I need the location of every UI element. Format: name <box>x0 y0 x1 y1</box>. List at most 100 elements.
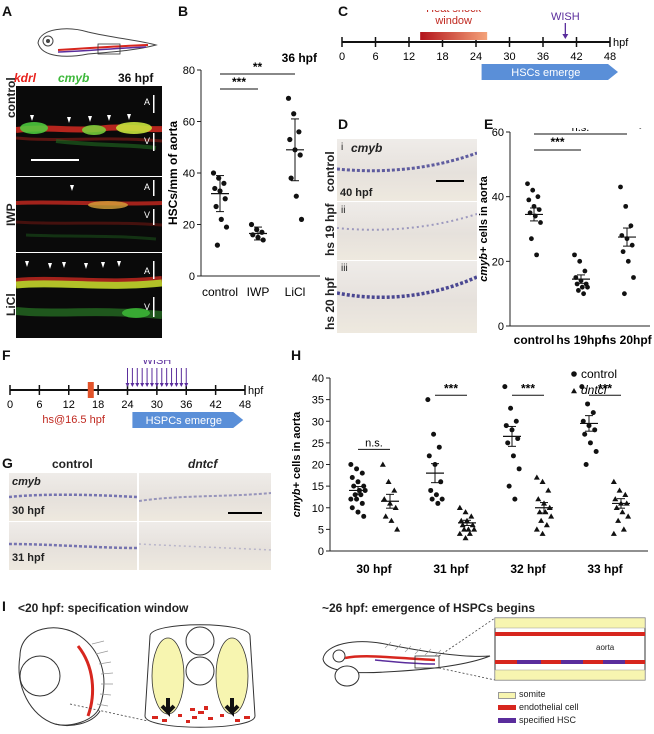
legend-label-dntcf: dntcf <box>581 383 609 397</box>
significance-label: *** <box>232 75 246 89</box>
data-point-control <box>425 397 431 403</box>
scale-bar <box>31 159 79 161</box>
data-point <box>538 220 543 225</box>
data-point <box>530 187 536 193</box>
arrowhead-icon <box>117 261 121 267</box>
timeline-tick-label: 0 <box>339 51 345 63</box>
significance-label: *** <box>444 381 458 395</box>
data-point-dntcf <box>622 491 629 497</box>
vein-marker-v-3: V <box>144 302 151 312</box>
y-tick-label: 10 <box>312 503 324 515</box>
data-point-dntcf <box>619 509 626 515</box>
heat-shock-label-line2: window <box>434 15 472 27</box>
panel-h-label: H <box>291 347 302 363</box>
timeline-f: 0 6 12 18 24 30 36 42 48 hpf hs@16.5 hpf WISH HSPCs … <box>7 360 264 428</box>
data-point-control <box>513 418 519 424</box>
timeline-tick-label: 42 <box>210 399 222 411</box>
aorta-label: aorta <box>596 643 615 652</box>
data-point-control <box>349 505 355 511</box>
legend-swatch-somite <box>498 692 516 699</box>
wish-image-hs19 <box>336 201 478 261</box>
wish-arrowhead-icon <box>145 383 150 387</box>
panel-i-left-title: <20 hpf: specification window <box>18 601 189 615</box>
y-tick-label: 60 <box>183 117 195 129</box>
data-point-dntcf <box>545 487 552 493</box>
timeline-tick-label: 12 <box>403 51 415 63</box>
y-tick-label: 15 <box>312 481 324 493</box>
data-point-control <box>592 427 598 433</box>
data-point <box>534 252 539 258</box>
data-point <box>216 175 222 181</box>
data-point-control <box>587 440 593 446</box>
data-point-control <box>429 496 435 502</box>
data-point <box>622 291 627 297</box>
data-point <box>297 152 303 158</box>
legend-label-somite: somite <box>519 689 546 699</box>
data-point <box>572 252 577 258</box>
panel-i-right-title: ~26 hpf: emergence of HSPCs begins <box>322 601 536 615</box>
data-point-control <box>502 384 508 390</box>
data-point-control <box>433 492 439 498</box>
y-axis-label: cmyb+ cells in aorta <box>291 411 303 517</box>
y-tick-label: 0 <box>318 546 324 558</box>
panel-a-overlays <box>25 95 155 317</box>
data-point <box>221 180 227 186</box>
data-point <box>618 184 623 190</box>
hspc-emerge-label: HSPCs emerge <box>146 415 222 427</box>
y-tick-label: 80 <box>183 65 195 77</box>
data-point-dntcf <box>462 535 469 541</box>
panel-g-scale-bar <box>228 512 262 514</box>
data-point-dntcf <box>533 526 540 532</box>
data-point-control <box>426 453 432 459</box>
timeline-tick-label: 48 <box>239 399 251 411</box>
heat-shock-marker <box>87 382 94 398</box>
data-point-dntcf <box>535 496 542 502</box>
y-tick-label: 30 <box>312 416 324 428</box>
y-tick-label: 35 <box>312 395 324 407</box>
panel-d-hs20-label: hs 20 hpf <box>323 277 337 330</box>
timeline-tick-label: 36 <box>180 399 192 411</box>
timeline-tick-label: 48 <box>604 51 616 63</box>
arrowhead-icon <box>107 115 111 121</box>
data-point <box>214 242 220 248</box>
arrowhead-icon <box>25 261 29 267</box>
data-point-control <box>351 483 357 489</box>
timeline-tick-label: 42 <box>570 51 582 63</box>
data-point-dntcf <box>382 513 389 519</box>
heat-shock-window-bar <box>420 32 488 40</box>
data-point <box>581 291 586 297</box>
data-point-control <box>505 440 511 446</box>
arrowhead-icon <box>84 263 88 269</box>
heat-shock-label-line1: Heat shock <box>426 10 482 15</box>
data-point-control <box>359 470 365 476</box>
data-point-control <box>435 500 441 506</box>
significance-label: n.s. <box>572 128 590 134</box>
data-point-dntcf <box>625 513 632 519</box>
x-tick-label: hs 20hpf <box>602 333 652 347</box>
data-point <box>287 136 293 143</box>
chart-title: 40 hpf <box>615 128 651 129</box>
panel-b-label: B <box>178 3 189 19</box>
data-point <box>628 223 634 229</box>
timeline-tick-label: 24 <box>470 51 482 63</box>
y-tick-label: 0 <box>189 271 195 283</box>
emergence-schematic <box>322 617 646 687</box>
data-point-control <box>580 418 586 424</box>
x-tick-label: hs 19hpf <box>556 333 606 347</box>
data-point <box>212 185 218 192</box>
timeline-tick-label: 30 <box>503 51 515 63</box>
data-point <box>223 224 230 230</box>
data-point-control <box>582 431 588 437</box>
legend-label-endothelial: endothelial cell <box>519 702 579 712</box>
data-point <box>291 111 297 117</box>
data-point <box>535 194 541 200</box>
data-point <box>529 236 534 242</box>
y-tick-label: 25 <box>312 438 324 450</box>
significance-label: *** <box>521 381 535 395</box>
x-tick-label: 31 hpf <box>433 562 469 576</box>
data-point-control <box>585 401 591 407</box>
data-point-control <box>439 496 445 502</box>
data-point <box>218 216 224 222</box>
panel-d-row-i: i <box>341 142 344 153</box>
data-point-dntcf <box>468 513 475 519</box>
